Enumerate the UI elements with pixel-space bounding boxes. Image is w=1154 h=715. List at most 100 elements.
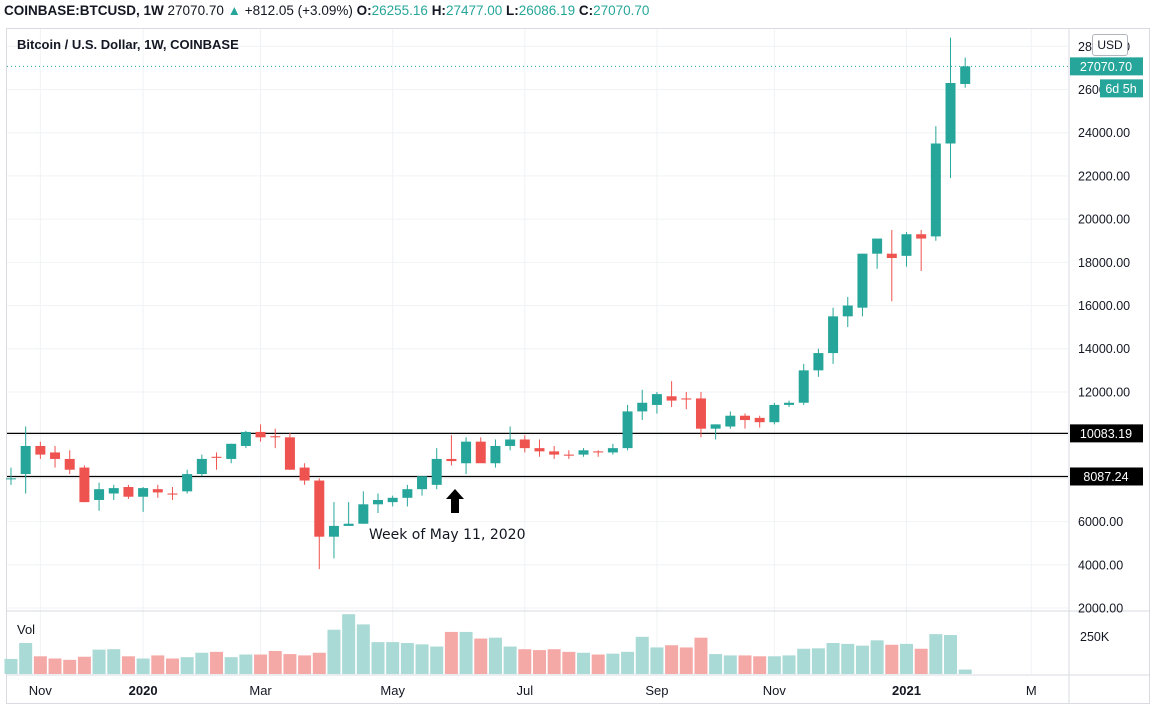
candle-body xyxy=(64,458,75,470)
volume-bar xyxy=(121,656,135,674)
candle-body xyxy=(637,402,648,412)
volume-bar xyxy=(444,631,458,674)
high-value: 27477.00 xyxy=(445,3,503,18)
currency-button[interactable]: USD xyxy=(1092,34,1128,56)
volume-bar xyxy=(180,657,194,674)
up-arrow-icon xyxy=(446,489,464,513)
candle-body xyxy=(20,445,31,475)
line-price-label: 10083.19 xyxy=(1080,427,1132,441)
close-value: 27070.70 xyxy=(593,3,650,18)
candle-body xyxy=(6,478,16,480)
volume-bar xyxy=(518,649,532,674)
volume-bar xyxy=(386,642,400,674)
y-tick-label: 14000.00 xyxy=(1078,342,1130,356)
volume-bar xyxy=(298,655,312,674)
candle-body xyxy=(108,488,119,494)
close-label: C: xyxy=(578,3,594,18)
volume-bar xyxy=(459,631,473,674)
volume-bar xyxy=(914,648,928,674)
volume-bar xyxy=(621,651,635,674)
candle-body xyxy=(798,370,809,403)
candle-body xyxy=(960,66,971,84)
y-tick-label: 4000.00 xyxy=(1078,558,1123,572)
candle-body xyxy=(740,415,750,421)
candle-body xyxy=(284,437,295,470)
y-tick-label: 16000.00 xyxy=(1078,299,1130,313)
candle-body xyxy=(50,452,61,459)
last-price-label: 27070.70 xyxy=(1080,60,1132,74)
chart-frame xyxy=(6,28,1150,704)
volume-bar xyxy=(577,652,591,674)
volume-bar xyxy=(327,629,341,674)
x-tick-label: Mar xyxy=(249,683,272,698)
volume-bar xyxy=(430,646,444,674)
annotation-text: Week of May 11, 2020 xyxy=(369,527,526,543)
volume-bar xyxy=(165,658,179,674)
candle-body xyxy=(710,424,721,429)
volume-bar xyxy=(4,658,18,674)
x-tick-label: M xyxy=(1026,683,1037,698)
candle-body xyxy=(828,316,839,354)
symbol-header: COINBASE:BTCUSD, 1W 27070.70 ▲ +812.05 (… xyxy=(0,0,1154,22)
volume-bar xyxy=(136,658,150,674)
candle-body xyxy=(358,504,369,524)
volume-bar xyxy=(312,652,326,674)
volume-bar xyxy=(107,649,121,674)
volume-bar xyxy=(195,652,209,674)
line-price-label: 8087.24 xyxy=(1083,470,1128,484)
x-tick-label: May xyxy=(380,683,405,698)
volume-bar xyxy=(635,636,649,674)
volume-bar xyxy=(342,614,356,674)
y-tick-label: 20000.00 xyxy=(1078,213,1130,227)
volume-bar xyxy=(606,653,620,674)
volume-label: Vol xyxy=(17,622,36,637)
x-tick-label: Sep xyxy=(645,683,668,698)
line-price-tag xyxy=(1070,467,1143,486)
volume-bar xyxy=(503,646,517,674)
volume-bar xyxy=(562,651,576,674)
volume-bar xyxy=(782,655,796,674)
candle-body xyxy=(563,454,574,456)
candle-body xyxy=(196,458,207,475)
candle-body xyxy=(94,489,105,500)
volume-bar xyxy=(488,637,502,674)
candle-body xyxy=(211,456,222,458)
candle-body xyxy=(681,398,692,400)
y-tick-label: 2000.00 xyxy=(1078,602,1123,616)
candle-body xyxy=(901,234,912,256)
volume-bar xyxy=(591,654,605,674)
candle-body xyxy=(505,439,516,446)
candle-body xyxy=(431,458,442,485)
volume-bar xyxy=(679,647,693,674)
candle-body xyxy=(475,441,486,464)
line-price-tag xyxy=(1070,424,1143,443)
volume-bar xyxy=(753,656,767,674)
volume-axis-label: 250K xyxy=(1080,630,1110,644)
volume-bar xyxy=(841,643,855,674)
countdown-label: 6d 5h xyxy=(1105,82,1136,96)
volume-bar xyxy=(33,656,47,674)
y-tick-label: 24000.00 xyxy=(1078,126,1130,140)
candle-body xyxy=(35,445,46,455)
candle-body xyxy=(916,234,927,239)
candle-body xyxy=(123,487,134,497)
last-price-tag xyxy=(1070,57,1143,76)
symbol-name[interactable]: COINBASE:BTCUSD, 1W xyxy=(4,3,164,18)
candle-body xyxy=(549,451,560,455)
volume-bar xyxy=(547,649,561,674)
y-tick-label: 22000.00 xyxy=(1078,169,1130,183)
chart-legend-title: Bitcoin / U.S. Dollar, 1W, COINBASE xyxy=(17,37,239,52)
volume-bar xyxy=(151,655,165,674)
candle-body xyxy=(343,523,354,526)
candle-body xyxy=(725,415,736,427)
candle-body xyxy=(490,445,501,464)
volume-bar xyxy=(899,643,913,674)
candle-body xyxy=(299,467,310,481)
volume-bar xyxy=(767,656,781,674)
candle-body xyxy=(152,489,163,493)
volume-bar xyxy=(929,634,943,674)
candle-body xyxy=(666,396,677,401)
open-value: 26255.16 xyxy=(371,3,428,18)
volume-bar xyxy=(19,643,33,674)
